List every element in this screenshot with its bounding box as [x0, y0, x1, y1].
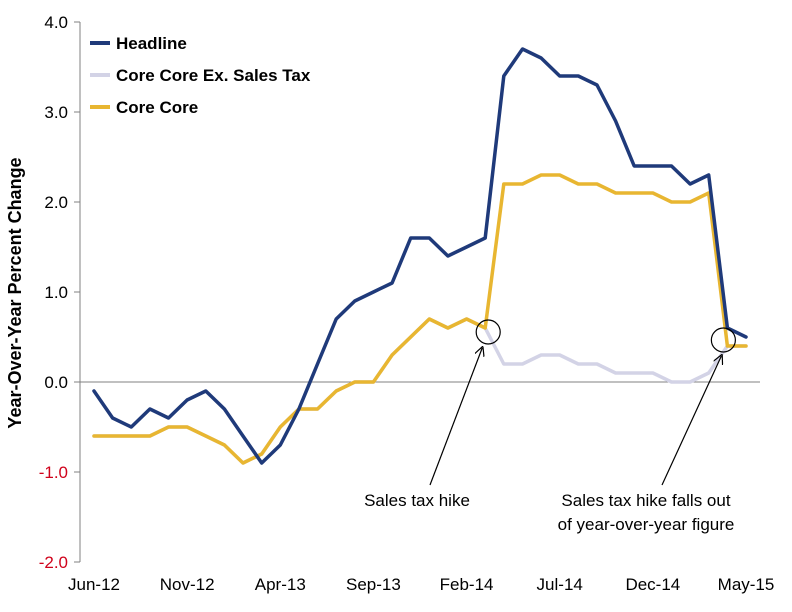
y-tick-label: 3.0	[44, 103, 68, 122]
x-tick-label: Sep-13	[346, 575, 401, 594]
annotation-text: Sales tax hike falls out	[561, 491, 730, 510]
legend: Headline Core Core Ex. Sales Tax Core Core	[90, 34, 311, 117]
series-line-core-core-ex-sales-tax	[92, 317, 748, 465]
y-tick-label: 4.0	[44, 13, 68, 32]
y-axis-title: Year-Over-Year Percent Change	[5, 157, 25, 428]
annotation-text: of year-over-year figure	[558, 515, 735, 534]
annotation-arrow	[661, 356, 721, 486]
annotation-circle	[710, 327, 736, 353]
annotation-circle	[475, 319, 501, 345]
x-axis: Jun-12 Nov-12 Apr-13 Sep-13 Feb-14 Jul-14 Dec-…	[68, 381, 775, 594]
y-tick-label: -1.0	[39, 463, 68, 482]
series-line-headline	[92, 47, 748, 465]
y-tick-label: 0.0	[44, 373, 68, 392]
legend-label: Core Core	[116, 98, 198, 117]
series-line-core-core	[92, 173, 748, 465]
y-tick-label: -2.0	[39, 553, 68, 572]
annotations: Sales tax hike Sales tax hike falls out of…	[364, 319, 736, 534]
x-tick-label: Jul-14	[537, 575, 583, 594]
series-layer	[92, 47, 748, 465]
x-tick-label: Dec-14	[625, 575, 680, 594]
legend-label: Headline	[116, 34, 187, 53]
x-tick-label: May-15	[718, 575, 775, 594]
x-tick-label: Feb-14	[440, 575, 494, 594]
y-axis: 4.0 3.0 2.0 1.0 0.0 -1.0 -2.0	[39, 13, 81, 572]
y-tick-label: 2.0	[44, 193, 68, 212]
x-tick-label: Nov-12	[160, 575, 215, 594]
annotation-text: Sales tax hike	[364, 491, 470, 510]
legend-label: Core Core Ex. Sales Tax	[116, 66, 311, 85]
y-tick-label: 1.0	[44, 283, 68, 302]
annotation-arrow	[429, 348, 482, 486]
x-tick-label: Jun-12	[68, 575, 120, 594]
x-tick-label: Apr-13	[255, 575, 306, 594]
